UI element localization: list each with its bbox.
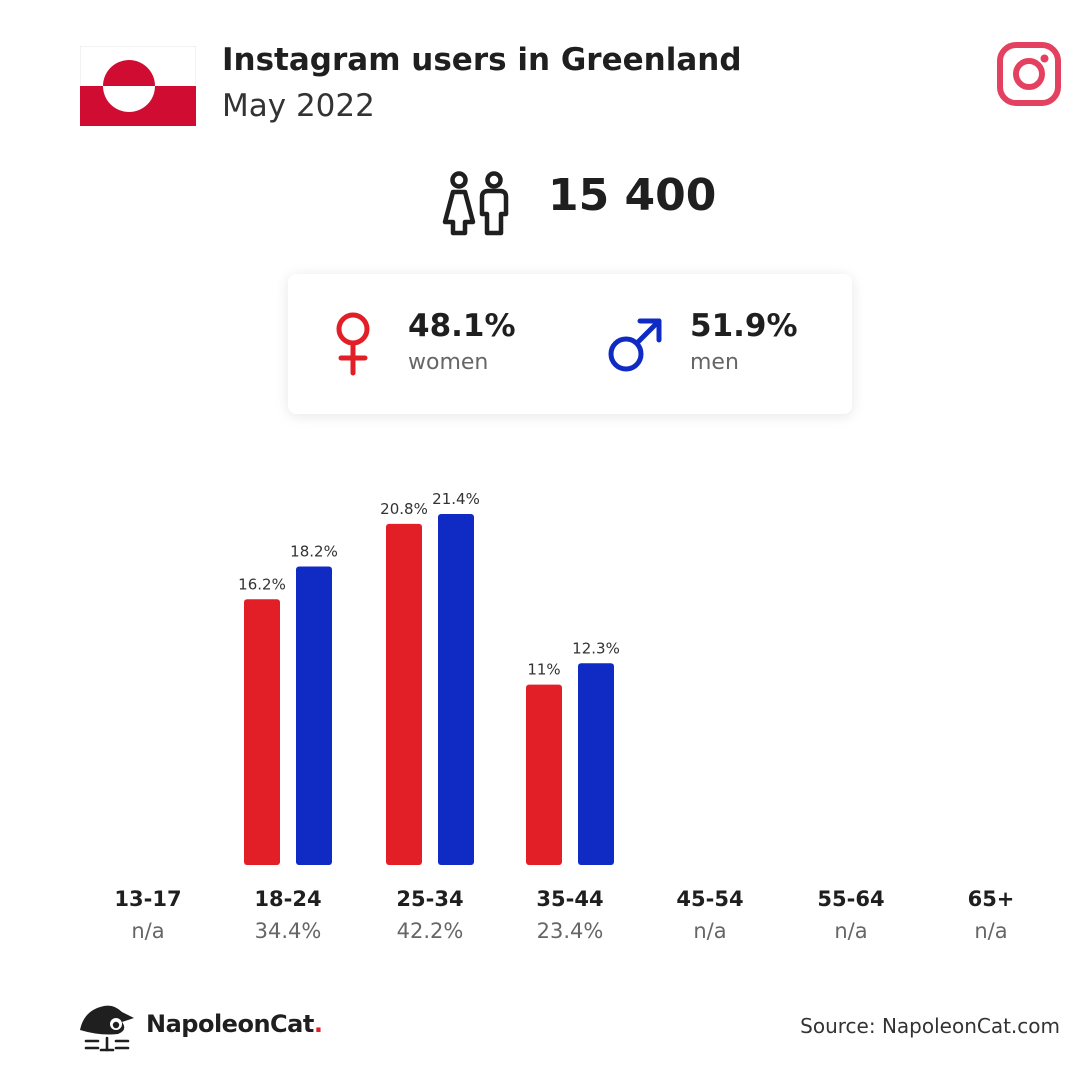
page-subtitle: May 2022 — [222, 88, 375, 124]
bar-18-24-series-0 — [244, 599, 280, 865]
brand-name-text: NapoleonCat — [146, 1010, 314, 1038]
bar-value-label: 12.3% — [572, 639, 620, 657]
men-label: men — [690, 350, 739, 375]
age-group-total: 34.4% — [255, 919, 322, 943]
bar-25-34-series-1 — [438, 514, 474, 865]
female-symbol-icon — [336, 312, 370, 376]
age-group-label: 35-44 — [536, 887, 603, 911]
age-group-label: 13-17 — [114, 887, 181, 911]
age-gender-bar-chart: 13-17 n/a 16.2%18.2% 18-24 34.4% 20.8%21.4% 25… — [114, 490, 1015, 943]
greenland-flag-icon — [80, 46, 196, 126]
bar-35-44-series-0 — [526, 684, 562, 865]
bar-value-label: 11% — [527, 661, 560, 679]
male-symbol-icon — [608, 318, 662, 372]
bar-18-24-series-1 — [296, 566, 332, 865]
age-group-total: n/a — [974, 919, 1007, 943]
gender-card — [288, 274, 852, 414]
age-group-total: 23.4% — [537, 919, 604, 943]
age-group-label: 45-54 — [676, 887, 743, 911]
women-percentage: 48.1% — [408, 308, 516, 344]
source-note: Source: NapoleonCat.com — [800, 1014, 1060, 1038]
bar-35-44-series-1 — [578, 663, 614, 865]
bar-value-label: 21.4% — [432, 490, 480, 508]
age-group-label: 25-34 — [396, 887, 463, 911]
page-title: Instagram users in Greenland — [222, 42, 742, 78]
bar-25-34-series-0 — [386, 523, 422, 865]
age-group-total: 42.2% — [397, 919, 464, 943]
age-group-total: n/a — [131, 919, 164, 943]
age-group-label: 65+ — [968, 887, 1015, 911]
bar-value-label: 18.2% — [290, 542, 338, 560]
bar-value-label: 16.2% — [238, 575, 286, 593]
bar-value-label: 20.8% — [380, 500, 428, 518]
total-users-value: 15 400 — [548, 170, 717, 221]
brand-name: NapoleonCat. — [146, 1010, 323, 1038]
age-group-label: 18-24 — [254, 887, 321, 911]
men-percentage: 51.9% — [690, 308, 798, 344]
people-icon — [442, 171, 509, 236]
instagram-icon — [997, 42, 1061, 106]
women-label: women — [408, 350, 489, 375]
napoleoncat-logo — [80, 1005, 134, 1052]
age-group-total: n/a — [693, 919, 726, 943]
age-group-label: 55-64 — [817, 887, 884, 911]
brand-dot: . — [313, 1010, 323, 1038]
age-group-total: n/a — [834, 919, 867, 943]
